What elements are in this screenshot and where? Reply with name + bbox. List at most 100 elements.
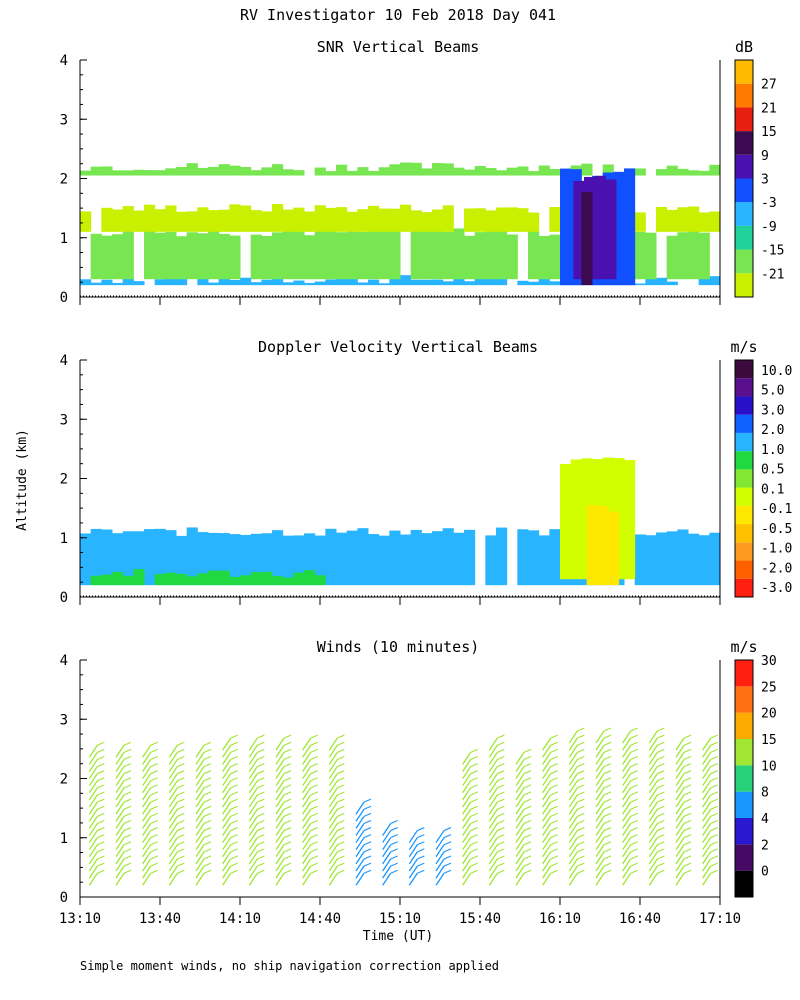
wind-barb-flag — [337, 784, 345, 789]
wind-barb-flag — [123, 748, 132, 753]
wind-barb — [168, 759, 178, 772]
wind-barb-flag — [310, 855, 318, 860]
heatmap-cell — [485, 168, 497, 176]
wind-barb-flag — [123, 848, 132, 853]
wind-barb — [488, 773, 498, 787]
wind-barb-flag — [550, 784, 558, 789]
wind-barb — [542, 744, 552, 758]
wind-barb-flag — [523, 812, 532, 817]
wind-barb — [88, 759, 98, 772]
wind-barb-flag — [470, 777, 478, 782]
wind-barb-flag — [657, 869, 665, 874]
colorbar-swatch — [735, 273, 753, 297]
wind-barb-flag — [523, 834, 532, 839]
wind-barb — [702, 815, 712, 829]
heatmap-cell — [272, 232, 284, 280]
heatmap-cell — [336, 532, 348, 586]
wind-barb-flag — [470, 862, 478, 867]
wind-barb — [622, 865, 632, 879]
wind-barb — [168, 851, 178, 865]
colorbar-swatch — [735, 844, 753, 871]
wind-barb-flag — [603, 741, 612, 746]
wind-barb — [435, 865, 445, 879]
wind-barb — [355, 808, 365, 822]
wind-barb — [168, 751, 178, 765]
wind-barb — [675, 851, 685, 865]
heatmap-cell — [560, 168, 572, 286]
heatmap-cell — [528, 227, 540, 280]
wind-barb-flag — [283, 855, 292, 860]
heatmap-cell — [485, 275, 497, 286]
wind-barb — [622, 766, 632, 779]
wind-barb-flag — [97, 869, 105, 874]
x-tick-label: 14:40 — [299, 911, 341, 927]
wind-barb — [302, 766, 312, 779]
heatmap-cell — [549, 234, 561, 280]
wind-barb-flag — [523, 805, 532, 810]
wind-barb — [595, 808, 605, 822]
wind-barb — [675, 844, 685, 858]
wind-barb — [648, 744, 658, 758]
heatmap-cell — [240, 167, 252, 176]
heatmap-cell — [282, 169, 294, 176]
heatmap-cell — [634, 534, 646, 586]
heatmap-cell — [133, 569, 145, 586]
y-tick-label: 4 — [60, 653, 68, 669]
wind-barb — [382, 830, 392, 843]
wind-barb — [275, 773, 285, 787]
wind-barb-flag — [710, 741, 718, 746]
wind-barb-flag — [203, 834, 212, 839]
wind-barb — [622, 872, 632, 886]
wind-barb — [568, 801, 578, 815]
wind-barb — [568, 787, 578, 801]
wind-barb — [702, 858, 712, 872]
wind-barb-flag — [497, 798, 505, 803]
heatmap-cell — [698, 232, 710, 280]
heatmap-cell — [272, 278, 284, 286]
wind-barb-flag — [683, 734, 692, 739]
heatmap-cell — [304, 235, 316, 280]
wind-barb — [515, 787, 525, 801]
wind-barb — [302, 759, 312, 772]
heatmap-cell — [400, 275, 412, 286]
wind-barb-flag — [203, 805, 212, 810]
wind-barb — [542, 759, 552, 772]
y-tick-label: 4 — [60, 53, 68, 69]
wind-barb-flag — [657, 763, 665, 768]
wind-barb — [488, 815, 498, 829]
wind-barb — [168, 823, 178, 836]
wind-barb — [568, 872, 578, 886]
wind-barb-flag — [310, 741, 318, 746]
wind-barb-flag — [123, 798, 132, 803]
wind-barb-flag — [257, 748, 265, 753]
heatmap-cell — [122, 170, 134, 176]
wind-barb-flag — [123, 812, 132, 817]
heatmap-cell — [154, 170, 166, 176]
heatmap-cell — [442, 205, 454, 232]
colorbar-swatch — [735, 414, 753, 433]
wind-barb-flag — [577, 755, 585, 760]
x-tick-label: 13:10 — [59, 911, 101, 927]
wind-barb — [675, 858, 685, 872]
y-tick-label: 3 — [60, 412, 68, 428]
wind-barb — [355, 858, 365, 872]
wind-barb-flag — [603, 841, 612, 846]
wind-barb — [328, 837, 338, 851]
wind-barb-flag — [283, 798, 292, 803]
wind-barb-flag — [177, 763, 185, 768]
wind-barb — [488, 872, 498, 886]
wind-barb — [302, 844, 312, 858]
wind-barb-flag — [310, 791, 318, 796]
wind-barb — [88, 844, 98, 858]
heatmap-cell — [677, 232, 689, 280]
heatmap-cell — [496, 230, 508, 280]
wind-barb — [382, 844, 392, 858]
wind-barb-flag — [257, 862, 265, 867]
wind-barb-flag — [337, 841, 345, 846]
wind-barb-flag — [443, 848, 452, 853]
wind-barb — [142, 830, 152, 843]
wind-barb — [382, 851, 392, 865]
wind-barb — [222, 794, 232, 808]
heatmap-cell — [517, 529, 529, 586]
colorbar-swatch — [735, 107, 753, 132]
